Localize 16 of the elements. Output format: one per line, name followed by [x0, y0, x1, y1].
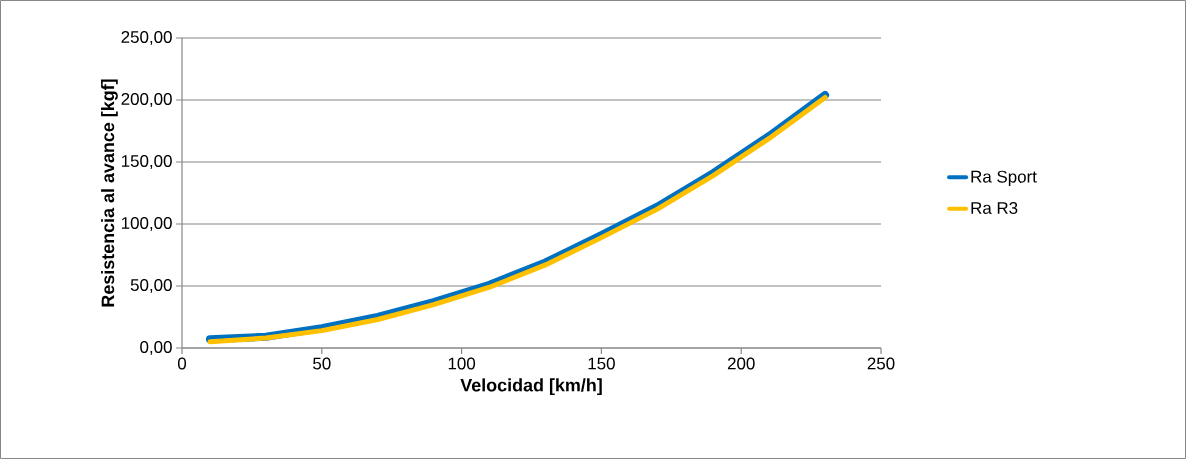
x-tick-label: 100: [448, 357, 476, 370]
y-tick-label: 100,00: [121, 216, 172, 231]
y-tick-label: 150,00: [121, 154, 172, 169]
y-tick-label: 50,00: [130, 278, 172, 293]
x-tick-label: 50: [313, 357, 331, 370]
legend-label: Ra R3: [971, 201, 1018, 214]
y-tick-label: 250,00: [121, 30, 172, 45]
x-tick-label: 200: [727, 357, 755, 370]
x-tick-label: 150: [588, 357, 615, 370]
x-axis-title: Velocidad [km/h]: [460, 378, 602, 396]
legend-label: Ra Sport: [971, 170, 1037, 187]
y-tick-label: 200,00: [121, 92, 172, 107]
y-axis-title: Resistencia al avance [kgf]: [101, 79, 118, 307]
y-tick-label: 0,00: [140, 340, 172, 355]
x-tick-label: 0: [177, 357, 187, 370]
x-tick-label: 250: [867, 357, 895, 370]
